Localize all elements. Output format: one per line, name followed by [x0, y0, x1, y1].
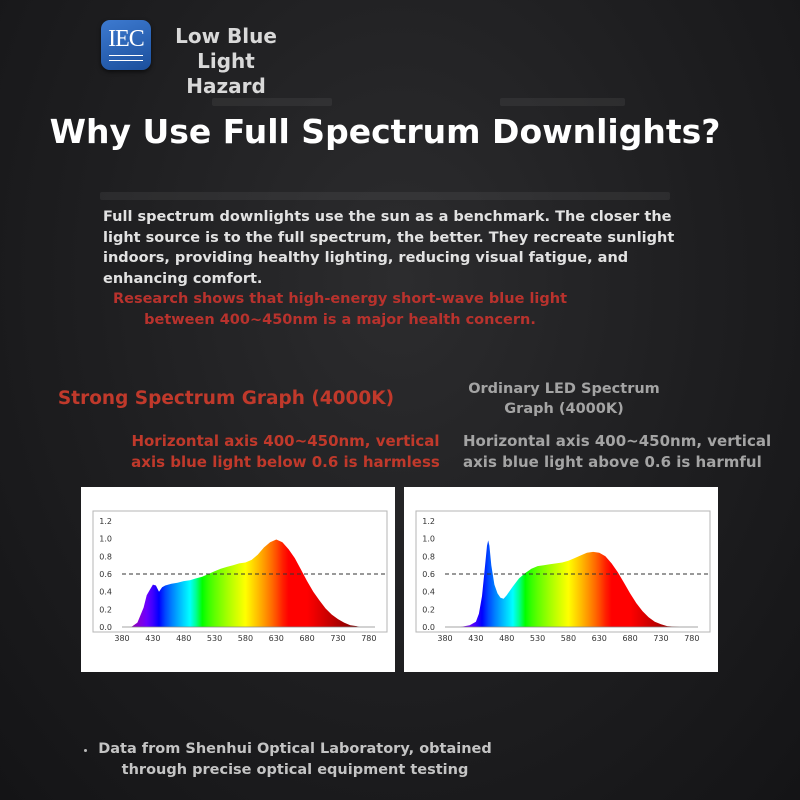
x-tick-label: 730: [330, 634, 345, 643]
x-tick-label: 480: [499, 634, 514, 643]
iec-logo: IEC: [101, 20, 151, 70]
y-tick-label: 0.0: [99, 623, 112, 632]
iec-logo-lines: [109, 55, 143, 61]
y-tick-label: 1.2: [422, 517, 435, 526]
ghost-text-row: [500, 98, 625, 106]
y-tick-label: 0.6: [99, 570, 112, 579]
iec-logo-text: IEC: [108, 26, 145, 52]
x-tick-label: 780: [361, 634, 376, 643]
y-tick-label: 0.8: [422, 552, 435, 561]
right-chart-title: Ordinary LED Spectrum Graph (4000K): [468, 381, 660, 417]
x-tick-label: 380: [437, 634, 452, 643]
y-tick-label: 0.8: [99, 552, 112, 561]
left-chart-description: Horizontal axis 400~450nm, vertical axis…: [131, 432, 440, 471]
y-tick-label: 1.0: [99, 535, 112, 544]
x-tick-label: 580: [561, 634, 576, 643]
right-spectrum-panel: 0.0 0.2 0.4 0.6 0.8 1.0 1.2 380 430 480 530 580 630 6…: [404, 487, 718, 672]
x-tick-label: 480: [176, 634, 191, 643]
y-tick-label: 0.4: [422, 588, 435, 597]
y-tick-label: 1.0: [422, 535, 435, 544]
x-tick-label: 680: [299, 634, 314, 643]
x-tick-label: 530: [207, 634, 222, 643]
y-tick-label: 1.2: [99, 517, 112, 526]
page-title: Why Use Full Spectrum Downlights?: [49, 112, 721, 151]
right-chart-description: Horizontal axis 400~450nm, vertical axis…: [463, 432, 772, 471]
x-tick-label: 630: [592, 634, 607, 643]
x-tick-label: 680: [622, 634, 637, 643]
left-spectrum-chart: 0.0 0.2 0.4 0.6 0.8 1.0 1.2 380 430 480 530 580 630 6…: [92, 510, 388, 643]
research-note: Research shows that high-energy short-wa…: [112, 291, 568, 328]
spectrum-area: [460, 540, 680, 627]
bullet-dot: [84, 749, 87, 752]
footer-note: Data from Shenhui Optical Laboratory, ob…: [98, 741, 492, 778]
x-tick-label: 430: [145, 634, 160, 643]
left-chart-title: Strong Spectrum Graph (4000K): [57, 388, 395, 409]
x-tick-label: 430: [468, 634, 483, 643]
spectrum-area: [131, 539, 360, 627]
x-tick-label: 780: [684, 634, 699, 643]
ghost-text-row: [100, 192, 670, 200]
x-tick-label: 530: [530, 634, 545, 643]
y-tick-label: 0.4: [99, 588, 112, 597]
y-tick-label: 0.2: [99, 605, 112, 614]
x-tick-label: 580: [238, 634, 253, 643]
right-spectrum-chart: 0.0 0.2 0.4 0.6 0.8 1.0 1.2 380 430 480 530 580 630 6…: [415, 510, 711, 643]
x-tick-label: 380: [114, 634, 129, 643]
left-spectrum-panel: 0.0 0.2 0.4 0.6 0.8 1.0 1.2 380 430 480 530 580 630 6…: [81, 487, 395, 672]
x-tick-label: 630: [269, 634, 284, 643]
y-tick-label: 0.6: [422, 570, 435, 579]
ghost-text-row: [212, 98, 332, 106]
x-tick-label: 730: [653, 634, 668, 643]
intro-paragraph: Full spectrum downlights use the sun as …: [103, 209, 675, 287]
y-tick-label: 0.2: [422, 605, 435, 614]
badge-title: Low Blue Light Hazard: [175, 24, 277, 98]
y-tick-label: 0.0: [422, 623, 435, 632]
